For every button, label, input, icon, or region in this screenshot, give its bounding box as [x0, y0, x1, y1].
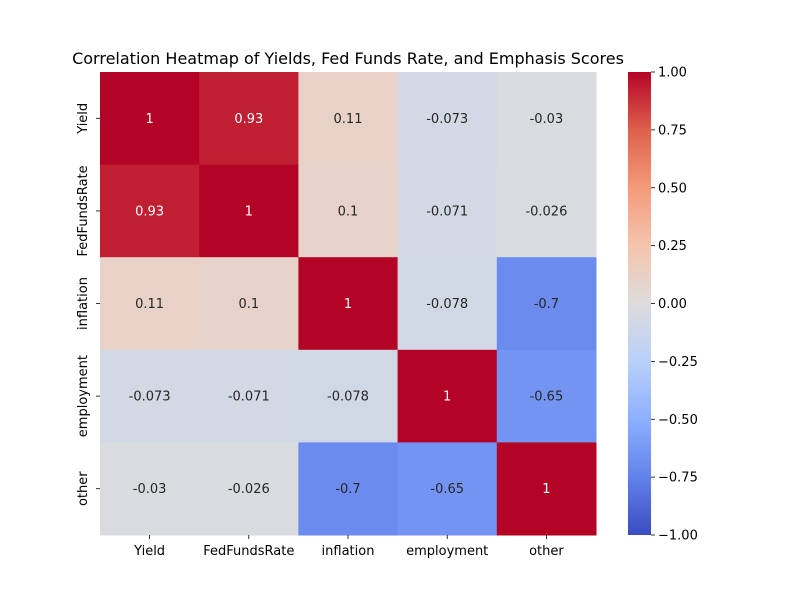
colorbar-tick-label: 0.75 [658, 123, 687, 138]
cell-annotation: 0.93 [135, 204, 164, 219]
cell-annotation: -0.078 [327, 390, 369, 405]
cell-annotation: -0.03 [133, 482, 167, 497]
heatmap-cell-yield-employment [397, 72, 498, 166]
cell-annotation: -0.7 [335, 482, 360, 497]
cell-annotations: 1 0.93 0.11 -0.073 -0.030.93 1 0.1 -0.071 -0.026… [129, 112, 568, 497]
cell-annotation: 1 [542, 482, 550, 497]
heatmap-cell-employment-fedfundsrate [199, 349, 299, 443]
cell-annotation: -0.65 [530, 390, 564, 405]
cell-annotation: 0.11 [135, 297, 164, 312]
y-tick-label: Yield [76, 103, 91, 135]
y-tick-label: employment [76, 355, 91, 437]
heatmap-cell-other-yield [100, 442, 200, 536]
colorbar-tick-label: 0.25 [658, 239, 687, 254]
colorbar-ticks: 1.00 0.75 0.50 0.25 0.00 −0.25 −0.50 −0.75 −1.00 [651, 66, 698, 544]
cell-annotation: 1 [344, 297, 352, 312]
cell-annotation: -0.026 [525, 204, 567, 219]
heatmap-cell-yield-inflation [298, 72, 399, 166]
heatmap-cell-employment-inflation [298, 349, 399, 443]
cell-annotation: -0.03 [530, 112, 564, 127]
heatmap-cell-inflation-employment [397, 257, 498, 351]
x-tick-label: other [529, 544, 564, 559]
heatmap-cell-inflation-fedfundsrate [199, 257, 299, 351]
y-tick-label: FedFundsRate [76, 165, 91, 256]
colorbar-tick-label: 1.00 [658, 66, 687, 81]
x-tick-label: inflation [322, 544, 375, 559]
colorbar-tick-label: −0.50 [658, 413, 698, 428]
cell-annotation: 0.1 [238, 297, 259, 312]
cell-annotation: -0.073 [426, 112, 468, 127]
cell-annotation: 1 [145, 112, 153, 127]
heatmap-cell-fedfundsrate-fedfundsrate [199, 164, 299, 258]
colorbar [628, 72, 651, 535]
heatmap-cell-employment-employment [397, 349, 498, 443]
heatmap-cells [100, 72, 597, 536]
heatmap-cell-yield-other [496, 72, 597, 166]
heatmap-cell-fedfundsrate-inflation [298, 164, 399, 258]
heatmap-cell-fedfundsrate-employment [397, 164, 498, 258]
x-tick-label: Yield [133, 544, 165, 559]
cell-annotation: 0.93 [234, 112, 263, 127]
cell-annotation: -0.073 [129, 390, 171, 405]
colorbar-tick-label: 0.50 [658, 181, 687, 196]
heatmap-cell-inflation-other [496, 257, 597, 351]
y-axis-ticks: Yield FedFundsRate inflation employment othe… [76, 103, 100, 506]
heatmap-cell-other-inflation [298, 442, 399, 536]
heatmap-cell-fedfundsrate-yield [100, 164, 200, 258]
y-tick-label: inflation [76, 277, 91, 330]
heatmap-cell-yield-yield [100, 72, 200, 166]
heatmap-cell-yield-fedfundsrate [199, 72, 299, 166]
heatmap-cell-inflation-inflation [298, 257, 399, 351]
cell-annotation: -0.071 [228, 390, 270, 405]
heatmap-cell-inflation-yield [100, 257, 200, 351]
heatmap-cell-employment-yield [100, 349, 200, 443]
cell-annotation: -0.078 [426, 297, 468, 312]
heatmap-cell-other-fedfundsrate [199, 442, 299, 536]
cell-annotation: -0.071 [426, 204, 468, 219]
cell-annotation: -0.65 [430, 482, 464, 497]
x-axis-ticks: Yield FedFundsRate inflation employment othe… [133, 535, 564, 559]
heatmap-cell-other-other [496, 442, 597, 536]
colorbar-tick-label: −0.75 [658, 471, 698, 486]
heatmap-cell-employment-other [496, 349, 597, 443]
heatmap-cell-other-employment [397, 442, 498, 536]
y-tick-label: other [76, 471, 91, 506]
heatmap-cell-fedfundsrate-other [496, 164, 597, 258]
colorbar-tick-label: 0.00 [658, 297, 687, 312]
cell-annotation: 1 [245, 204, 253, 219]
cell-annotation: 0.1 [338, 204, 359, 219]
colorbar-tick-label: −1.00 [658, 529, 698, 544]
cell-annotation: -0.7 [534, 297, 559, 312]
cell-annotation: 1 [443, 390, 451, 405]
cell-annotation: 0.11 [334, 112, 363, 127]
x-tick-label: employment [406, 544, 488, 559]
colorbar-tick-label: −0.25 [658, 355, 698, 370]
chart-title: Correlation Heatmap of Yields, Fed Funds… [72, 49, 624, 68]
cell-annotation: -0.026 [228, 482, 270, 497]
x-tick-label: FedFundsRate [203, 544, 294, 559]
